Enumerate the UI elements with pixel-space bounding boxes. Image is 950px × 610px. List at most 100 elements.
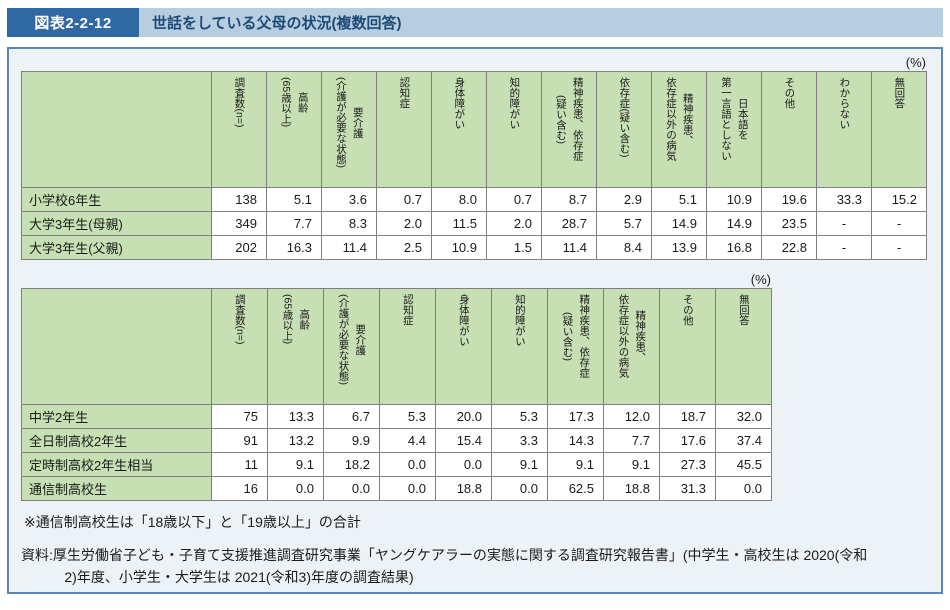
column-header: 要介護 (介護が必要な状態) <box>321 71 377 188</box>
column-header-text: 日本語を 第一言語としない <box>720 77 749 161</box>
figure-panel: (%) 調査数(n=) 高齢 (65歳以上) 要介護 (介護が必要な状態) 認知症 身体… <box>7 47 943 594</box>
data-cell: 2.9 <box>596 187 652 212</box>
percent-unit-label-2: (%) <box>750 272 771 287</box>
row-label: 定時制高校2年生相当 <box>21 452 212 477</box>
data-cell: 11.5 <box>431 211 487 236</box>
column-header: 依存症(疑い含む) <box>596 71 652 188</box>
source-note: 資料:厚生労働省子ども・子育て支援推進調査研究事業「ヤングケアラーの実態に関する… <box>21 547 868 585</box>
data-cell: 13.9 <box>651 235 707 260</box>
data-cell: 349 <box>211 211 267 236</box>
data-cell: 18.8 <box>603 476 660 501</box>
data-cell: 8.7 <box>541 187 597 212</box>
data-cell: 45.5 <box>715 452 772 477</box>
data-cell: 22.8 <box>761 235 817 260</box>
data-cell: 14.3 <box>547 428 604 453</box>
data-cell: 31.3 <box>659 476 716 501</box>
column-header-text: 精神疾患、依存症 (疑い含む) <box>561 294 591 378</box>
column-header-text: 無回答 <box>893 77 906 109</box>
column-header-text: わからない <box>838 77 851 130</box>
data-cell: 20.0 <box>435 404 492 429</box>
column-header: 精神疾患、 依存症以外の病気 <box>603 288 660 405</box>
data-cell: 5.7 <box>596 211 652 236</box>
data-cell: 0.0 <box>379 452 436 477</box>
data-cell: 16 <box>211 476 268 501</box>
data-cell: 11.4 <box>321 235 377 260</box>
figure-page: 図表2-2-12 世話をしている父母の状況(複数回答) (%) 調査数(n=) 高… <box>0 8 950 594</box>
data-cell: 37.4 <box>715 428 772 453</box>
row-label: 大学3年生(父親) <box>21 235 212 260</box>
data-cell: 28.7 <box>541 211 597 236</box>
unit-label-row-1: (%) <box>21 55 926 70</box>
figure-title: 世話をしている父母の状況(複数回答) <box>152 15 402 32</box>
footnote: ※通信制高校生は「18歳以下」と「19歳以上」の合計 <box>24 514 361 530</box>
data-cell: 0.7 <box>376 187 432 212</box>
data-cell: 18.8 <box>435 476 492 501</box>
data-cell: 18.2 <box>323 452 380 477</box>
column-header: 精神疾患、 依存症以外の病気 <box>651 71 707 188</box>
data-cell: 0.0 <box>491 476 548 501</box>
column-header-text: 身体障がい <box>453 77 466 130</box>
data-cell: 3.3 <box>491 428 548 453</box>
data-cell: 2.5 <box>376 235 432 260</box>
data-cell: 33.3 <box>816 187 872 212</box>
data-cell: 11 <box>211 452 268 477</box>
column-header-text: 知的障がい <box>508 77 521 130</box>
header-row: 調査数(n=) 高齢 (65歳以上) 要介護 (介護が必要な状態) 認知症 身体障がい 知… <box>21 71 927 188</box>
column-header-text: 精神疾患、 依存症以外の病気 <box>617 294 647 378</box>
data-cell: 27.3 <box>659 452 716 477</box>
data-cell: 5.3 <box>379 404 436 429</box>
column-header: 要介護 (介護が必要な状態) <box>323 288 380 405</box>
data-cell: 13.3 <box>267 404 324 429</box>
data-cell: 9.9 <box>323 428 380 453</box>
column-header-text: 調査数(n=) <box>233 294 246 345</box>
column-header-text: 要介護 (介護が必要な状態) <box>337 294 367 385</box>
data-cell: 16.3 <box>266 235 322 260</box>
figure-title-bar: 世話をしている父母の状況(複数回答) <box>139 8 943 37</box>
data-cell: 1.5 <box>486 235 542 260</box>
column-header: わからない <box>816 71 872 188</box>
column-header: 調査数(n=) <box>211 288 268 405</box>
table-row: 大学3年生(父親) 202 16.3 11.4 2.5 10.9 1.5 11.4 8.4 13.… <box>21 235 927 260</box>
data-cell: 0.7 <box>486 187 542 212</box>
column-header-text: 身体障がい <box>457 294 470 347</box>
data-cell: 2.0 <box>376 211 432 236</box>
data-cell: 16.8 <box>706 235 762 260</box>
row-label: 大学3年生(母親) <box>21 211 212 236</box>
data-cell: 15.4 <box>435 428 492 453</box>
column-header-text: 精神疾患、依存症 (疑い含む) <box>555 77 584 161</box>
header-row: 調査数(n=) 高齢 (65歳以上) 要介護 (介護が必要な状態) 認知症 身体障がい 知… <box>21 288 772 405</box>
row-label: 小学校6年生 <box>21 187 212 212</box>
data-cell: 17.3 <box>547 404 604 429</box>
column-header-text: 無回答 <box>737 294 750 326</box>
data-cell: - <box>871 235 927 260</box>
column-header: 無回答 <box>871 71 927 188</box>
column-header: 精神疾患、依存症 (疑い含む) <box>541 71 597 188</box>
data-cell: 3.6 <box>321 187 377 212</box>
table-elementary-university-parents-status: 調査数(n=) 高齢 (65歳以上) 要介護 (介護が必要な状態) 認知症 身体障がい 知… <box>21 71 927 260</box>
row-label: 全日制高校2年生 <box>21 428 212 453</box>
column-header: その他 <box>659 288 716 405</box>
data-cell: 12.0 <box>603 404 660 429</box>
column-header-text: 依存症(疑い含む) <box>618 77 631 158</box>
percent-unit-label-1: (%) <box>905 55 926 70</box>
row-label: 通信制高校生 <box>21 476 212 501</box>
column-header: 知的障がい <box>491 288 548 405</box>
figure-number-badge: 図表2-2-12 <box>7 8 139 37</box>
table-junior-senior-high-parents-status: 調査数(n=) 高齢 (65歳以上) 要介護 (介護が必要な状態) 認知症 身体障がい 知… <box>21 288 772 501</box>
data-cell: 0.0 <box>435 452 492 477</box>
column-header: その他 <box>761 71 817 188</box>
data-cell: 5.3 <box>491 404 548 429</box>
column-header-text: 認知症 <box>401 294 414 326</box>
data-cell: 9.1 <box>603 452 660 477</box>
data-cell: - <box>871 211 927 236</box>
column-header: 高齢 (65歳以上) <box>267 288 324 405</box>
data-cell: 138 <box>211 187 267 212</box>
table-row: 定時制高校2年生相当 11 9.1 18.2 0.0 0.0 9.1 9.1 9.1 27.3 45… <box>21 452 772 477</box>
data-cell: - <box>816 235 872 260</box>
column-header: 認知症 <box>376 71 432 188</box>
table-row: 全日制高校2年生 91 13.2 9.9 4.4 15.4 3.3 14.3 7.7 17.6 37… <box>21 428 772 453</box>
data-cell: 75 <box>211 404 268 429</box>
column-header-text: 高齢 (65歳以上) <box>280 77 309 128</box>
data-cell: 13.2 <box>267 428 324 453</box>
column-header: 身体障がい <box>431 71 487 188</box>
